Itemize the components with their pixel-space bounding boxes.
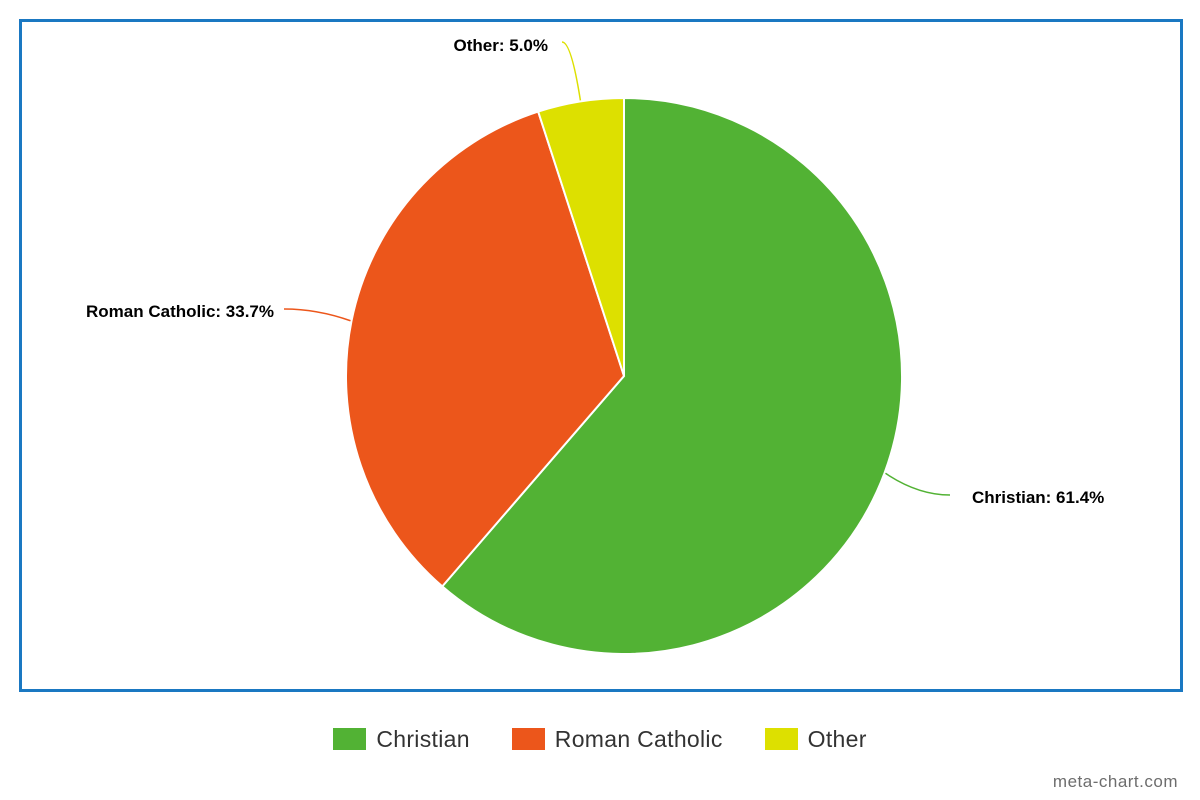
pie-slice-other[interactable] [536, 96, 625, 377]
slice-label-roman-catholic: Roman Catholic: 33.7% [86, 302, 274, 321]
legend-label-roman-catholic: Roman Catholic [554, 725, 723, 752]
legend: Christian Roman Catholic Other [0, 722, 1200, 756]
legend-swatch-christian [333, 728, 367, 750]
slice-label-other: Other: 5.0% [454, 36, 548, 55]
legend-label-christian: Christian [376, 725, 470, 752]
legend-swatch-other [764, 728, 798, 750]
legend-label-other: Other [807, 725, 867, 752]
pie-slice-roman-catholic[interactable] [345, 110, 626, 588]
legend-item-roman-catholic[interactable]: Roman Catholic [511, 725, 723, 753]
legend-swatch-roman-catholic [511, 728, 545, 750]
legend-item-other[interactable]: Other [764, 725, 867, 753]
slice-label-christian: Christian: 61.4% [972, 488, 1104, 507]
leader-line-other [561, 41, 582, 101]
watermark-text: meta-chart.com [1052, 772, 1178, 791]
legend-item-christian[interactable]: Christian [333, 726, 469, 753]
leader-line-roman-catholic [283, 308, 351, 322]
leader-line-christian [885, 472, 951, 496]
pie-slice-christian[interactable] [440, 96, 903, 655]
